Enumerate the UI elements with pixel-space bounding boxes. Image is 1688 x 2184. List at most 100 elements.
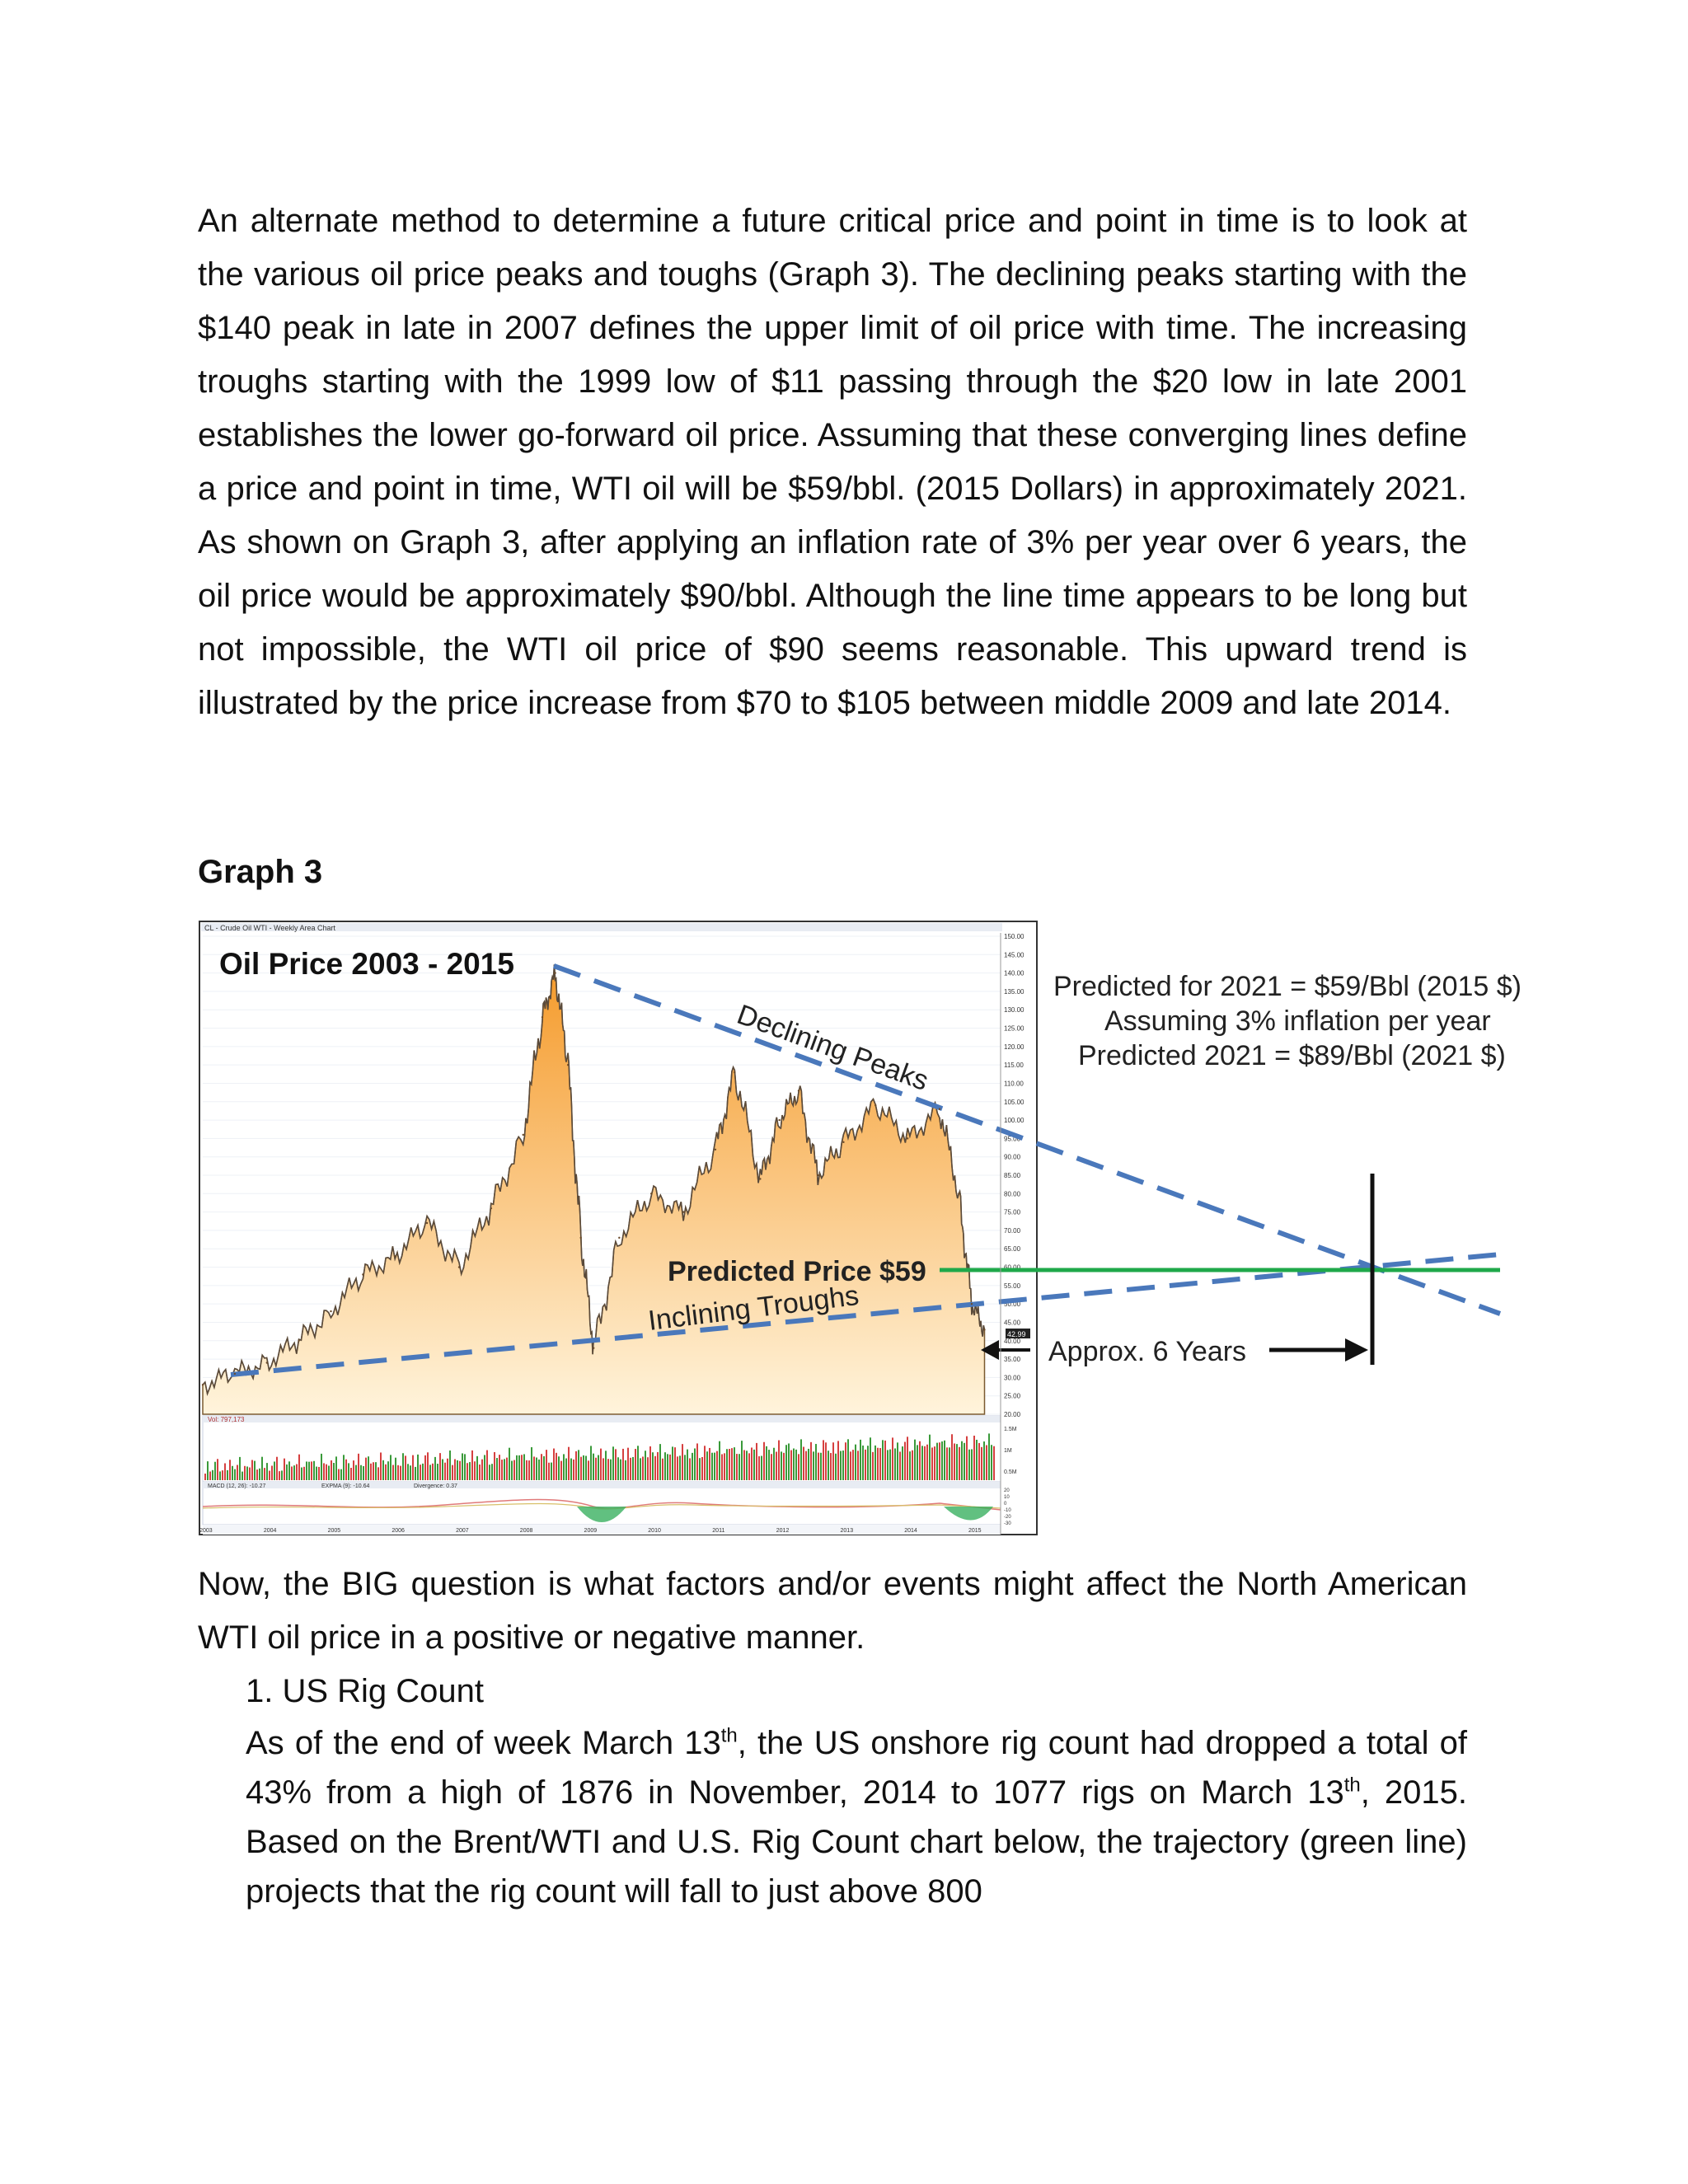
y-tick-label: 30.00 [1004, 1374, 1021, 1381]
data-point [618, 1236, 621, 1240]
volume-bar [877, 1447, 879, 1480]
volume-bar [232, 1465, 233, 1480]
data-point [906, 1137, 909, 1140]
volume-bar [229, 1460, 231, 1480]
y-tick-label: 55.00 [1004, 1282, 1021, 1290]
note-line-3: Predicted 2021 = $89/Bbl (2021 $) [1078, 1040, 1506, 1071]
volume-bar [912, 1450, 913, 1480]
data-point [233, 1372, 237, 1376]
volume-bar [964, 1442, 965, 1480]
macd-ticks: 20 10 0-10 -20-30 [1004, 1488, 1011, 1526]
volume-bar [251, 1460, 253, 1480]
volume-bar [746, 1451, 748, 1480]
volume-bar [704, 1446, 706, 1480]
volume-bar [531, 1447, 532, 1480]
volume-bar [407, 1464, 409, 1480]
volume-bar [437, 1464, 438, 1480]
volume-bar [632, 1456, 634, 1480]
volume-bar [855, 1444, 856, 1480]
volume-bar [635, 1449, 636, 1480]
macd-tick-label: 10 [1004, 1495, 1010, 1500]
volume-bar [830, 1453, 832, 1480]
volume-tick-label: 1.5M [1004, 1427, 1017, 1432]
volume-bar [751, 1447, 753, 1480]
data-point [778, 1118, 781, 1122]
volume-bar [736, 1454, 738, 1480]
volume-bar [808, 1448, 809, 1480]
volume-bar [647, 1457, 649, 1480]
volume-bar [677, 1456, 678, 1480]
volume-bar [892, 1437, 893, 1480]
volume-bar [553, 1448, 555, 1480]
last-price-badge [1006, 1329, 1030, 1338]
volume-bar [902, 1446, 903, 1480]
volume-bar [981, 1446, 982, 1480]
volume-bar [239, 1456, 241, 1480]
volume-bar [385, 1464, 387, 1480]
volume-bar [259, 1468, 260, 1480]
volume-bar [256, 1469, 258, 1480]
volume-bar [469, 1462, 471, 1480]
volume-bar [528, 1460, 530, 1480]
volume-bar [795, 1449, 797, 1480]
volume-bar [321, 1453, 322, 1480]
volume-bar [615, 1449, 617, 1480]
volume-bar [224, 1463, 226, 1480]
volume-bar [271, 1465, 273, 1480]
volume-bar [449, 1451, 451, 1480]
data-point [842, 1141, 845, 1144]
volume-bar [365, 1457, 367, 1480]
y-tick-label: 95.00 [1004, 1135, 1021, 1142]
volume-bar [526, 1460, 528, 1480]
data-point [579, 1236, 582, 1240]
volume-bar [350, 1468, 352, 1480]
volume-bar [328, 1465, 330, 1480]
volume-bar [348, 1463, 349, 1480]
volume-bar [301, 1467, 302, 1480]
volume-bar [429, 1465, 431, 1480]
y-tick-label: 80.00 [1004, 1190, 1021, 1197]
volume-bar [694, 1448, 696, 1480]
volume-bar [729, 1449, 730, 1480]
volume-bar [405, 1455, 406, 1480]
volume-bar [865, 1449, 866, 1480]
data-point [797, 1090, 800, 1092]
data-point [265, 1361, 268, 1364]
volume-bar [743, 1450, 745, 1480]
volume-bar [857, 1451, 859, 1480]
volume-bar [471, 1450, 473, 1480]
volume-bar [227, 1469, 228, 1480]
volume-bar [904, 1441, 906, 1480]
volume-bar [627, 1447, 629, 1480]
volume-bar [768, 1450, 770, 1480]
volume-bar [412, 1455, 414, 1480]
ema-label: EXPMA (9): -10.64 [321, 1483, 369, 1489]
volume-bar [551, 1462, 552, 1480]
volume-bar [719, 1441, 720, 1480]
volume-bar [459, 1460, 461, 1480]
volume-bar [734, 1447, 735, 1480]
volume-bar [538, 1459, 540, 1480]
volume-bar [701, 1456, 703, 1480]
volume-bar [771, 1454, 772, 1480]
volume-bar [669, 1454, 671, 1480]
chart-header-text: CL - Crude Oil WTI - Weekly Area Chart [204, 924, 336, 932]
volume-bar [763, 1441, 765, 1480]
volume-bar [800, 1439, 802, 1480]
data-points [201, 972, 986, 1386]
divergence-label: Divergence: 0.37 [414, 1483, 457, 1489]
volume-bar [874, 1445, 876, 1480]
volume-bar [921, 1446, 923, 1480]
macd-header-bar [203, 1482, 1001, 1488]
volume-bar [662, 1458, 663, 1480]
volume-bar [761, 1455, 762, 1480]
volume-bar [679, 1455, 681, 1480]
volume-bar [244, 1465, 246, 1480]
volume-bar [558, 1456, 560, 1480]
volume-bar [261, 1456, 263, 1480]
data-point [817, 1174, 819, 1177]
volume-bar [667, 1454, 668, 1480]
volume-bar [494, 1451, 495, 1480]
volume-bar [630, 1457, 631, 1480]
volume-bar [941, 1441, 943, 1480]
